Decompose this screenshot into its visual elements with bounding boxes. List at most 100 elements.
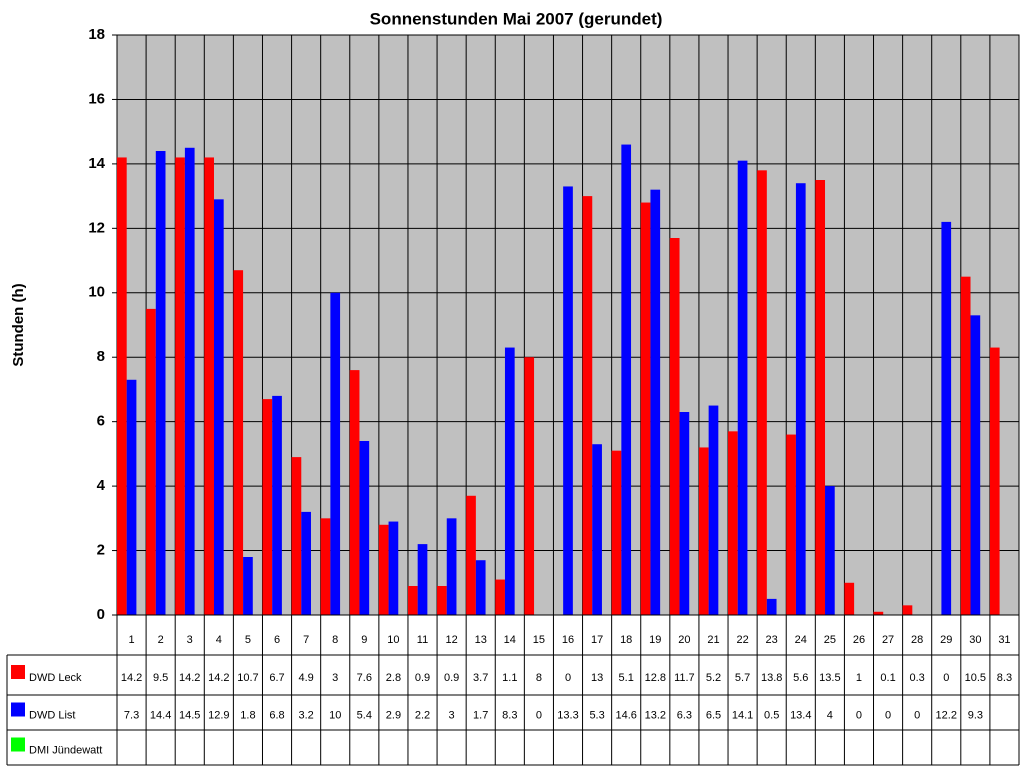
- y-tick-label: 2: [97, 542, 105, 559]
- table-value: 3.2: [298, 709, 313, 721]
- table-value: 1.8: [240, 709, 255, 721]
- table-value: 9.5: [153, 672, 168, 684]
- x-tick-label: 18: [620, 634, 632, 646]
- table-value: 11.7: [674, 672, 695, 684]
- y-tick-label: 14: [88, 155, 105, 172]
- table-value: 8.3: [997, 672, 1012, 684]
- table-value: 14.5: [179, 709, 200, 721]
- table-value: 5.7: [735, 672, 750, 684]
- x-tick-label: 1: [128, 634, 134, 646]
- table-value: 0.1: [880, 672, 895, 684]
- table-value: 1.1: [502, 672, 517, 684]
- legend-label: DWD List: [29, 709, 75, 721]
- bar: [272, 395, 282, 615]
- bar: [669, 238, 680, 615]
- bar: [902, 605, 913, 615]
- x-tick-label: 29: [940, 634, 952, 646]
- bar: [621, 144, 632, 616]
- y-tick-label: 16: [88, 90, 105, 107]
- bar: [757, 170, 767, 616]
- bar: [504, 347, 515, 615]
- table-value: 0: [565, 672, 571, 684]
- bar: [708, 405, 719, 615]
- table-value: 6.7: [269, 672, 284, 684]
- table-value: 10: [329, 709, 341, 721]
- x-tick-label: 23: [766, 634, 778, 646]
- bar: [495, 579, 505, 615]
- table-value: 2.9: [386, 709, 401, 721]
- bar: [728, 431, 738, 615]
- table-value: 13.5: [819, 672, 840, 684]
- table-value: 1.7: [473, 709, 488, 721]
- table-value: 3.7: [473, 672, 488, 684]
- bar: [320, 518, 331, 615]
- table-value: 10.5: [965, 672, 986, 684]
- bar: [349, 370, 360, 615]
- table-value: 0.3: [910, 672, 925, 684]
- table-value: 5.4: [357, 709, 372, 721]
- table-value: 0: [885, 709, 891, 721]
- table-value: 13.3: [557, 709, 578, 721]
- bar: [291, 457, 302, 615]
- bar: [301, 511, 311, 615]
- x-tick-label: 11: [417, 634, 428, 646]
- bar: [407, 586, 418, 615]
- bar: [698, 447, 709, 615]
- table-value: 13.4: [790, 709, 811, 721]
- table-value: 6.3: [677, 709, 692, 721]
- bar: [640, 202, 651, 616]
- bar: [155, 151, 166, 615]
- table-value: 2.8: [386, 672, 401, 684]
- x-tick-label: 15: [533, 634, 545, 646]
- bar: [737, 160, 748, 615]
- bar: [524, 357, 535, 615]
- table-value: 13.2: [645, 709, 666, 721]
- legend-swatch: [11, 665, 25, 679]
- x-tick-label: 31: [998, 634, 1010, 646]
- table-value: 12.9: [208, 709, 229, 721]
- table-value: 5.1: [619, 672, 634, 684]
- legend-swatch: [11, 702, 25, 717]
- x-tick-label: 27: [882, 634, 894, 646]
- table-value: 0: [536, 709, 542, 721]
- legend-label: DMI Jündewatt: [29, 744, 102, 756]
- table-value: 8.3: [502, 709, 517, 721]
- y-tick-label: 6: [97, 413, 105, 430]
- table-value: 8: [536, 672, 542, 684]
- table-value: 10.7: [237, 672, 258, 684]
- bar: [175, 157, 185, 615]
- table-value: 14.2: [179, 672, 200, 684]
- table-value: 0: [914, 709, 920, 721]
- table-value: 7.3: [124, 709, 139, 721]
- y-tick-label: 4: [97, 477, 106, 494]
- bar: [941, 221, 952, 615]
- bar: [563, 186, 573, 615]
- y-axis-label: Stunden (h): [10, 283, 27, 366]
- bar: [815, 180, 826, 615]
- table-value: 7.6: [357, 672, 372, 684]
- x-tick-label: 6: [274, 634, 280, 646]
- bar: [873, 611, 884, 615]
- x-tick-label: 13: [475, 634, 487, 646]
- x-tick-label: 24: [795, 634, 807, 646]
- table-value: 6.8: [269, 709, 284, 721]
- bar: [844, 582, 855, 615]
- x-tick-label: 3: [187, 634, 193, 646]
- x-tick-label: 12: [445, 634, 457, 646]
- table-value: 14.2: [121, 672, 142, 684]
- x-tick-label: 8: [332, 634, 338, 646]
- x-tick-label: 14: [504, 634, 516, 646]
- table-value: 13: [591, 672, 603, 684]
- bar: [475, 560, 486, 615]
- bar: [359, 441, 370, 615]
- bar: [213, 199, 224, 616]
- x-tick-label: 10: [387, 634, 399, 646]
- table-value: 6.5: [706, 709, 721, 721]
- table-value: 14.2: [208, 672, 229, 684]
- x-tick-label: 5: [245, 634, 251, 646]
- table-value: 14.1: [732, 709, 753, 721]
- bar: [795, 183, 806, 615]
- x-tick-label: 19: [649, 634, 661, 646]
- table-value: 14.4: [150, 709, 171, 721]
- bar: [679, 412, 690, 615]
